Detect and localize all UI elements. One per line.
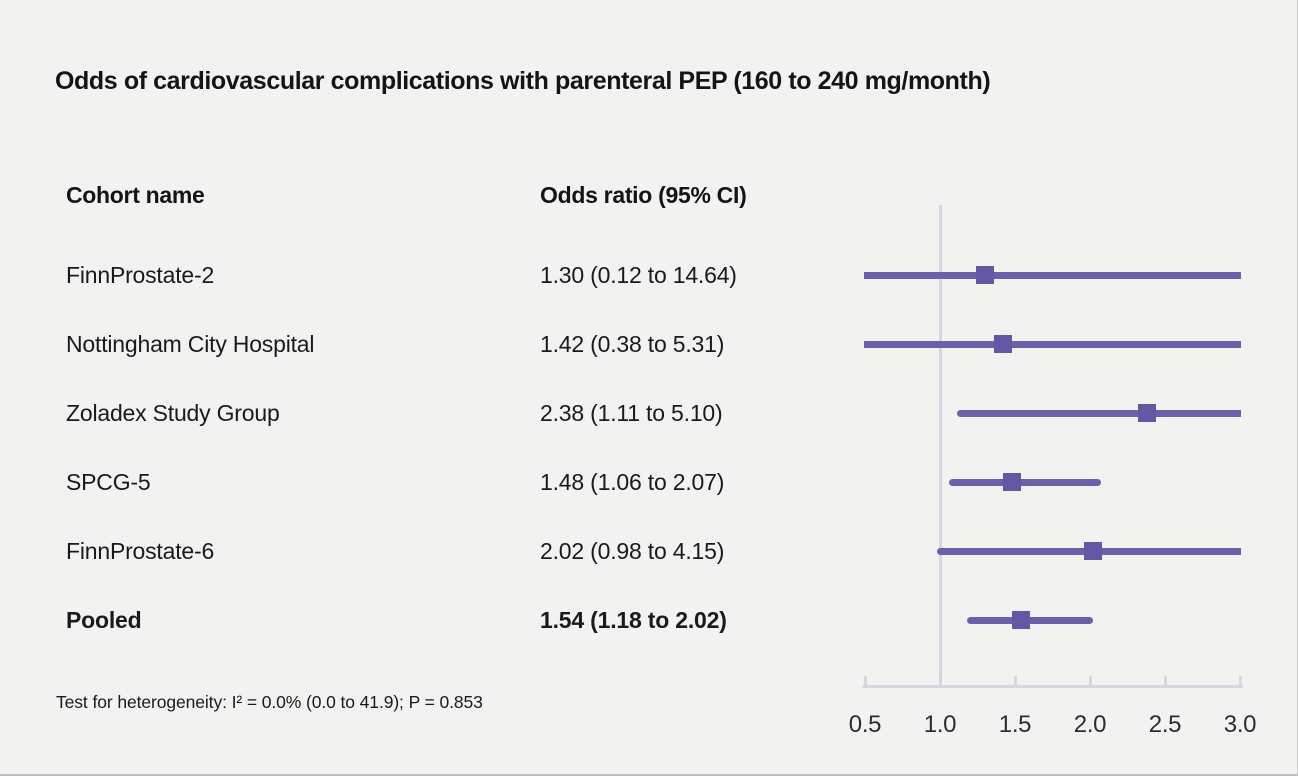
confidence-interval-line xyxy=(956,409,1241,417)
odds-ratio-label: 1.54 (1.18 to 2.02) xyxy=(540,607,727,633)
odds-ratio-marker xyxy=(1138,404,1156,422)
x-axis-tick-label: 3.0 xyxy=(1223,711,1257,738)
confidence-interval-line xyxy=(864,340,1241,348)
x-axis-tick-label: 1.0 xyxy=(923,711,957,738)
cohort-name-label: FinnProstate-6 xyxy=(66,538,215,564)
odds-ratio-marker xyxy=(1084,542,1102,560)
x-axis-tick-label: 1.5 xyxy=(998,711,1032,738)
odds-ratio-label: 2.38 (1.11 to 5.10) xyxy=(540,400,723,426)
confidence-interval-line xyxy=(864,271,1241,279)
x-axis-tick xyxy=(1088,676,1092,687)
odds-ratio-label: 2.02 (0.98 to 4.15) xyxy=(540,538,725,564)
column-header-odds-ratio: Odds ratio (95% CI) xyxy=(540,182,747,208)
odds-ratio-label: 1.48 (1.06 to 2.07) xyxy=(540,469,725,495)
x-axis-tick-label: 2.5 xyxy=(1148,711,1182,738)
x-axis-tick xyxy=(863,676,867,687)
cohort-name-label: Pooled xyxy=(66,607,142,633)
cohort-name-label: Zoladex Study Group xyxy=(66,400,280,426)
cohort-name-label: SPCG-5 xyxy=(66,469,151,495)
x-axis-line xyxy=(862,685,1243,688)
confidence-interval-line xyxy=(967,616,1093,624)
cohort-name-label: Nottingham City Hospital xyxy=(66,331,315,357)
x-axis-tick-label: 2.0 xyxy=(1073,711,1107,738)
x-axis-tick xyxy=(1013,676,1017,687)
odds-ratio-label: 1.42 (0.38 to 5.31) xyxy=(540,331,725,357)
confidence-interval-line xyxy=(949,478,1101,486)
column-header-cohort-name: Cohort name xyxy=(66,182,205,208)
x-axis-tick xyxy=(1163,676,1167,687)
odds-ratio-marker xyxy=(976,266,994,284)
x-axis-tick xyxy=(1238,676,1242,687)
chart-title: Odds of cardiovascular complications wit… xyxy=(55,67,991,95)
heterogeneity-footnote: Test for heterogeneity: I² = 0.0% (0.0 t… xyxy=(56,692,483,712)
odds-ratio-marker xyxy=(1003,473,1021,491)
x-axis-tick xyxy=(938,676,942,687)
cohort-name-label: FinnProstate-2 xyxy=(66,262,215,288)
odds-ratio-marker xyxy=(1012,611,1030,629)
odds-ratio-label: 1.30 (0.12 to 14.64) xyxy=(540,262,737,288)
odds-ratio-marker xyxy=(994,335,1012,353)
x-axis-tick-label: 0.5 xyxy=(848,711,882,738)
reference-line xyxy=(938,205,942,688)
